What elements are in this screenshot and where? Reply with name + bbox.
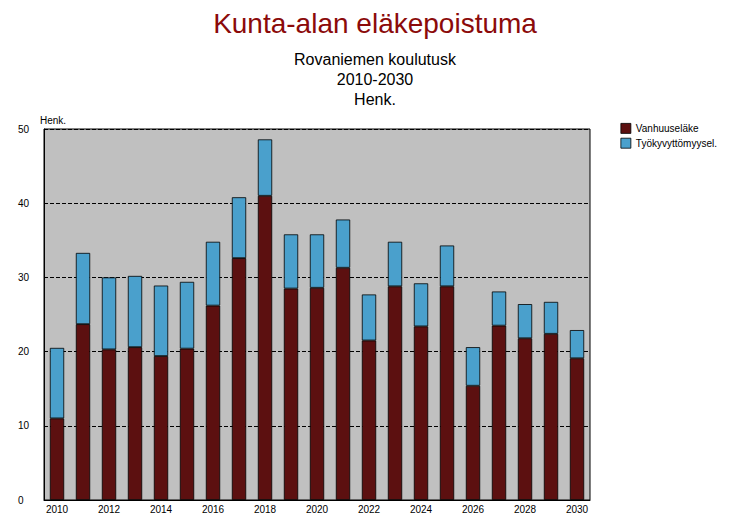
svg-text:20: 20 — [18, 346, 30, 357]
svg-text:2030: 2030 — [566, 504, 589, 515]
svg-text:0: 0 — [18, 495, 24, 506]
svg-text:Rovaniemen koulutusk: Rovaniemen koulutusk — [294, 51, 457, 68]
svg-text:Kunta-alan eläkepoistuma: Kunta-alan eläkepoistuma — [213, 8, 537, 39]
svg-text:10: 10 — [18, 420, 30, 431]
svg-text:50: 50 — [18, 124, 30, 135]
svg-text:Työkyvyttömyysel.: Työkyvyttömyysel. — [636, 138, 717, 149]
svg-text:2014: 2014 — [150, 504, 173, 515]
svg-text:2022: 2022 — [358, 504, 381, 515]
svg-text:2018: 2018 — [254, 504, 277, 515]
svg-text:2010: 2010 — [46, 504, 69, 515]
svg-text:30: 30 — [18, 272, 30, 283]
svg-text:Henk.: Henk. — [354, 91, 396, 108]
svg-text:Vanhuuseläke: Vanhuuseläke — [636, 123, 699, 134]
svg-text:2026: 2026 — [462, 504, 485, 515]
svg-text:Henk.: Henk. — [40, 115, 66, 126]
svg-text:2012: 2012 — [98, 504, 121, 515]
svg-text:2016: 2016 — [202, 504, 225, 515]
svg-text:40: 40 — [18, 198, 30, 209]
svg-text:2010-2030: 2010-2030 — [337, 71, 414, 88]
svg-text:2024: 2024 — [410, 504, 433, 515]
svg-text:2020: 2020 — [306, 504, 329, 515]
svg-text:2028: 2028 — [514, 504, 537, 515]
